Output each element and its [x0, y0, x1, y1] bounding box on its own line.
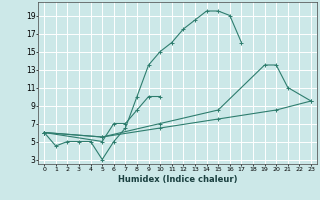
X-axis label: Humidex (Indice chaleur): Humidex (Indice chaleur)	[118, 175, 237, 184]
